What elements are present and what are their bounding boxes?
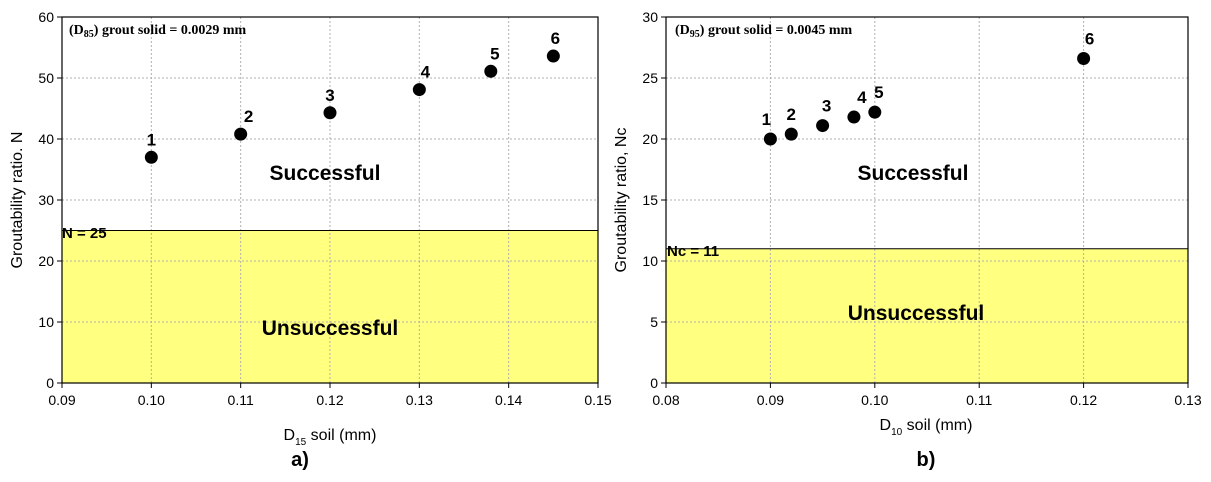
x-axis-label: D15 soil (mm)	[284, 427, 377, 448]
x-tick-label: 0.09	[48, 392, 75, 408]
data-point	[816, 119, 830, 133]
threshold-label: Nc = 11	[667, 243, 719, 260]
data-point	[144, 150, 158, 164]
point-label: 3	[325, 86, 334, 105]
y-tick-label: 30	[642, 9, 658, 25]
point-label: 3	[822, 97, 831, 116]
point-label: 5	[490, 44, 499, 63]
point-label: 2	[244, 107, 253, 126]
data-point	[784, 127, 798, 141]
x-tick-label: 0.15	[584, 392, 611, 408]
unsuccessful-label: Unsuccessful	[262, 317, 399, 340]
y-tick-label: 20	[38, 253, 54, 269]
x-tick-label: 0.12	[316, 392, 343, 408]
point-label: 4	[421, 63, 431, 82]
y-tick-label: 10	[642, 253, 658, 269]
x-tick-label: 0.14	[495, 392, 522, 408]
panel-label: a)	[291, 449, 309, 471]
successful-label: Successful	[270, 162, 381, 185]
point-label: 6	[1085, 29, 1094, 48]
unsuccessful-region	[666, 248, 1188, 383]
y-tick-label: 30	[38, 192, 54, 208]
x-axis-label: D10 soil (mm)	[880, 417, 973, 438]
point-label: 5	[874, 83, 883, 102]
y-tick-label: 50	[38, 70, 54, 86]
x-tick-label: 0.13	[1174, 392, 1201, 408]
point-label: 1	[147, 130, 156, 149]
x-tick-label: 0.11	[228, 392, 254, 408]
data-point	[484, 64, 498, 78]
data-point	[847, 110, 861, 124]
point-label: 1	[762, 110, 771, 129]
point-label: 2	[787, 105, 796, 124]
data-point	[1077, 51, 1091, 65]
x-tick-label: 0.12	[1070, 392, 1097, 408]
data-point	[234, 127, 248, 141]
x-tick-label: 0.13	[406, 392, 433, 408]
y-axis-label: Groutability ratio, Nc	[613, 128, 630, 273]
data-point	[323, 106, 337, 120]
y-tick-label: 0	[46, 375, 54, 391]
chart-panel-b: 0.08 0.09 0.10 0.11 0.12 0.13051015202530D10 …	[613, 9, 1202, 471]
x-tick-label: 0.09	[757, 392, 784, 408]
y-tick-label: 60	[38, 9, 54, 25]
panel-label: b)	[917, 449, 936, 471]
data-point	[868, 105, 882, 119]
y-tick-label: 20	[642, 131, 658, 147]
x-tick-label: 0.10	[861, 392, 888, 408]
unsuccessful-label: Unsuccessful	[848, 302, 985, 325]
grout-solid-annotation: (D95) grout solid = 0.0045 mm	[675, 23, 853, 40]
data-point	[546, 49, 560, 63]
successful-label: Successful	[858, 162, 969, 185]
chart-panel-a: 0.09 0.10 0.11 0.12 0.13 0.14 0.15 0 10 20 30 40 50 6…	[9, 9, 612, 471]
y-tick-label: 10	[38, 314, 54, 330]
point-label: 6	[551, 29, 560, 48]
y-tick-label: 25	[642, 70, 658, 86]
y-tick-label: 15	[642, 192, 658, 208]
threshold-label: N = 25	[62, 225, 107, 242]
data-point	[763, 132, 777, 146]
y-tick-label: 40	[38, 131, 54, 147]
y-tick-label: 0	[650, 375, 658, 391]
grout-solid-annotation: (D85) grout solid = 0.0029 mm	[69, 23, 247, 40]
data-point	[412, 83, 426, 97]
x-tick-label: 0.08	[652, 392, 679, 408]
point-label: 4	[857, 88, 867, 107]
y-tick-label: 5	[650, 314, 658, 330]
x-tick-label: 0.10	[138, 392, 165, 408]
y-axis-label: Groutability ratio. N	[9, 132, 26, 269]
x-tick-label: 0.11	[966, 392, 992, 408]
